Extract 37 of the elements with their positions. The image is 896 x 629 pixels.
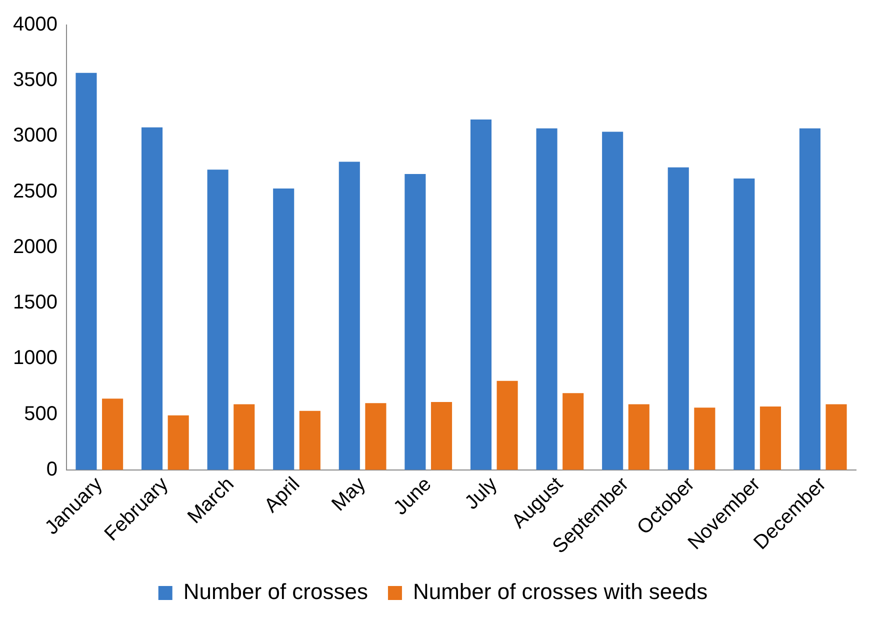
bar (694, 408, 716, 470)
bar (168, 415, 189, 470)
bar (299, 410, 320, 470)
bar (207, 170, 228, 470)
legend-label: Number of crosses (183, 579, 368, 604)
bar (338, 162, 360, 470)
bar (234, 404, 255, 470)
bar (102, 398, 124, 470)
bar (799, 128, 820, 470)
bar (496, 380, 518, 470)
bar (273, 188, 294, 470)
bar (628, 404, 650, 470)
bar (734, 178, 755, 470)
y-tick-label: 500 (24, 402, 58, 425)
x-tick-label: July (460, 473, 502, 514)
bar (365, 403, 386, 470)
bar (430, 402, 452, 470)
x-tick-label: May (328, 473, 370, 516)
y-tick-label: 3500 (12, 69, 58, 92)
y-tick-label: 1500 (12, 292, 58, 314)
bar (760, 406, 781, 470)
bar (141, 127, 163, 470)
bar (602, 132, 624, 470)
y-tick-label: 1000 (12, 347, 58, 370)
y-tick-label: 2500 (12, 180, 58, 202)
bar (668, 167, 689, 470)
bar (826, 404, 847, 470)
y-tick-label: 3000 (12, 124, 58, 147)
bar (76, 72, 97, 470)
y-tick-label: 4000 (12, 14, 58, 36)
bar (536, 128, 558, 470)
bar (470, 120, 492, 470)
bar (562, 393, 584, 470)
y-tick-label: 0 (46, 458, 58, 480)
legend-label: Number of crosses with seeds (412, 579, 708, 604)
y-tick-label: 2000 (12, 236, 58, 258)
bar (404, 174, 426, 470)
